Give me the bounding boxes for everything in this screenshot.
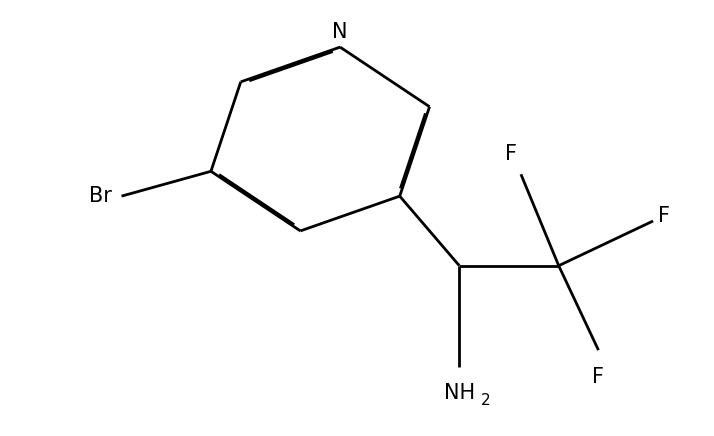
Text: NH: NH <box>444 383 475 403</box>
Text: N: N <box>332 22 348 42</box>
Text: F: F <box>505 144 517 164</box>
Text: F: F <box>658 206 670 226</box>
Text: F: F <box>593 367 605 387</box>
Text: 2: 2 <box>481 393 491 408</box>
Text: Br: Br <box>89 186 111 206</box>
